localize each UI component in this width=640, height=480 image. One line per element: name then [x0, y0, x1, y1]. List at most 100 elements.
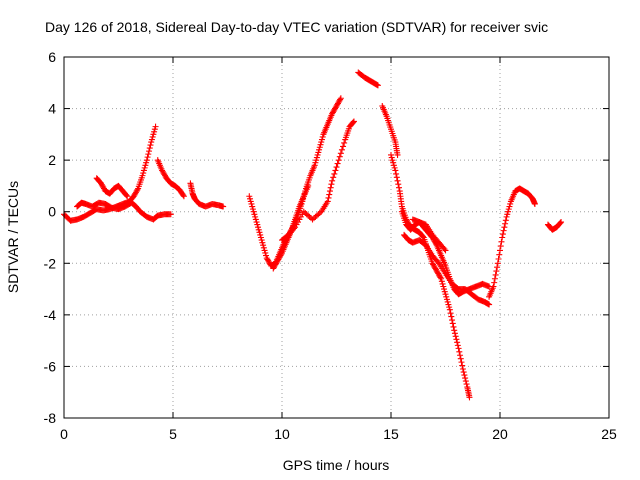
- data-point: [335, 157, 342, 164]
- x-tick-label: 25: [601, 426, 617, 442]
- series-track-k: [388, 151, 473, 401]
- data-point: [258, 237, 265, 244]
- y-tick-label: 6: [48, 49, 56, 65]
- data-point: [257, 231, 264, 238]
- data-point: [531, 200, 538, 207]
- data-point: [253, 219, 260, 226]
- data-point: [249, 206, 256, 213]
- data-point: [491, 275, 498, 282]
- data-point: [443, 293, 450, 300]
- data-point: [220, 203, 227, 210]
- data-point: [260, 242, 267, 249]
- data-point: [454, 339, 461, 346]
- data-point: [444, 298, 451, 305]
- data-point: [496, 251, 503, 258]
- series-track-a: [61, 123, 159, 224]
- data-point: [333, 164, 340, 171]
- data-point: [261, 247, 268, 254]
- data-point: [326, 191, 333, 198]
- data-point: [146, 145, 153, 152]
- data-point: [250, 208, 257, 215]
- data-point: [318, 139, 325, 146]
- series-track-m: [401, 231, 493, 308]
- y-tick-label: -6: [44, 358, 57, 374]
- data-point: [461, 372, 468, 379]
- data-point: [392, 167, 399, 174]
- data-point: [504, 211, 511, 218]
- data-point: [324, 198, 331, 205]
- data-point: [439, 280, 446, 287]
- data-point: [263, 252, 270, 259]
- data-point: [336, 153, 343, 160]
- data-point: [256, 229, 263, 236]
- data-point: [490, 283, 497, 290]
- series-track-j: [379, 102, 401, 158]
- data-point: [446, 304, 453, 311]
- data-point: [278, 251, 285, 258]
- data-point: [442, 247, 449, 254]
- x-axis-label: GPS time / hours: [283, 457, 390, 473]
- data-point: [247, 195, 254, 202]
- data-point: [393, 170, 400, 177]
- data-point: [503, 213, 510, 220]
- data-point: [327, 184, 334, 191]
- data-point: [457, 355, 464, 362]
- data-point: [459, 362, 466, 369]
- data-point: [140, 170, 147, 177]
- data-point: [325, 194, 332, 201]
- x-tick-label: 5: [169, 426, 177, 442]
- series-track-p: [544, 219, 565, 233]
- data-point: [453, 336, 460, 343]
- data-point: [340, 143, 347, 150]
- data-point: [438, 278, 445, 285]
- data-point: [491, 279, 498, 286]
- series-track-e: [187, 180, 227, 210]
- data-point: [390, 162, 397, 169]
- data-point: [440, 283, 447, 290]
- data-point: [445, 301, 452, 308]
- data-point: [140, 167, 147, 174]
- data-point: [331, 170, 338, 177]
- data-point: [501, 224, 508, 231]
- series-track-o: [486, 185, 538, 300]
- data-point: [123, 192, 130, 199]
- chart-title: Day 126 of 2018, Sidereal Day-to-day VTE…: [45, 19, 548, 35]
- data-point: [149, 133, 156, 140]
- data-point: [249, 203, 256, 210]
- data-point: [259, 239, 266, 246]
- data-point: [145, 151, 152, 158]
- data-point: [441, 286, 448, 293]
- data-point: [389, 157, 396, 164]
- data-point: [393, 174, 400, 181]
- data-point: [437, 274, 444, 281]
- data-point: [146, 148, 153, 155]
- data-point: [391, 164, 398, 171]
- data-point: [142, 162, 149, 169]
- x-tick-labels: 0 5 10 15 20 25: [60, 426, 617, 442]
- data-point: [255, 224, 262, 231]
- data-point: [254, 221, 261, 228]
- series-track-c: [93, 175, 131, 200]
- data-point: [502, 220, 509, 227]
- x-tick-label: 15: [383, 426, 399, 442]
- data-point: [337, 96, 344, 103]
- data-point: [248, 200, 255, 207]
- data-point: [332, 167, 339, 174]
- data-point: [180, 193, 187, 200]
- data-point: [394, 151, 401, 158]
- data-point: [313, 157, 320, 164]
- data-point: [505, 206, 512, 213]
- data-point: [139, 172, 146, 179]
- axis-ticks: [63, 56, 610, 419]
- data-point: [329, 177, 336, 184]
- data-point: [454, 342, 461, 349]
- data-point: [448, 313, 455, 320]
- y-tick-label: -8: [44, 410, 57, 426]
- data-point: [507, 200, 514, 207]
- data-markers: [61, 69, 565, 401]
- data-point: [462, 375, 469, 382]
- data-point: [148, 136, 155, 143]
- data-point: [141, 164, 148, 171]
- data-point: [395, 184, 402, 191]
- data-point: [494, 264, 501, 271]
